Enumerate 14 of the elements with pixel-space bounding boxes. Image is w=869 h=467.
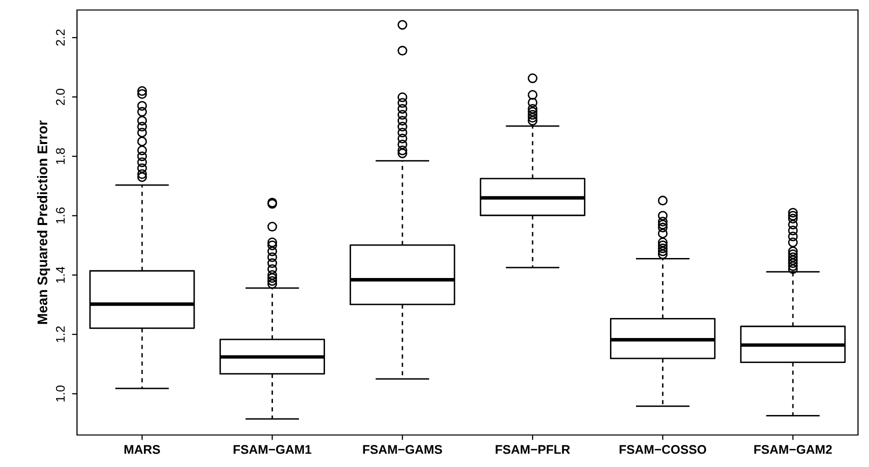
y-tick-label: 1.8 [56,148,65,164]
y-tick-label: 1.6 [56,208,65,224]
x-tick-label: FSAM−COSSO [620,445,706,454]
x-tick-label: FSAM−PFLR [496,445,570,454]
y-tick-label: 1.2 [56,326,65,342]
y-tick-label: 1.4 [56,266,65,283]
y-tick-label: 1.0 [56,386,65,402]
x-tick-label: MARS [124,445,160,454]
x-tick-label: FSAM−GAMS [363,445,442,454]
y-tick-label: 2.2 [56,30,65,46]
y-axis-title: Mean Squared Prediction Error [37,120,50,324]
x-tick-label: FSAM−GAM2 [754,445,832,454]
x-tick-label: FSAM−GAM1 [234,445,312,454]
y-tick-label: 2.0 [56,88,65,106]
